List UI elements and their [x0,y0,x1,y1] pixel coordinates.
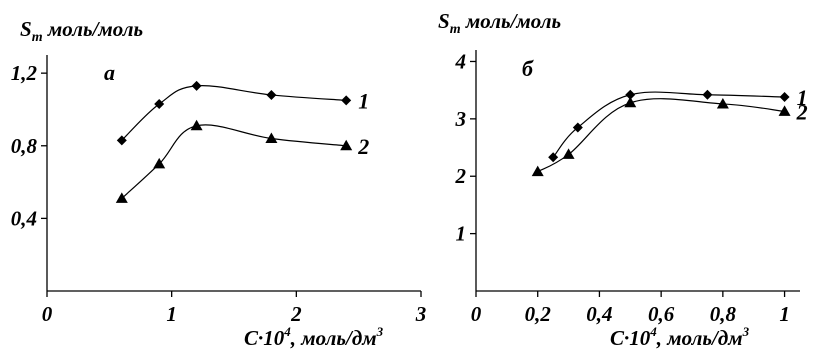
y-tick-label: 1 [456,222,467,246]
y-tick-label: 0,8 [11,134,38,158]
x-tick-label: 0 [42,302,53,326]
series-point-1 [572,122,583,133]
x-tick-label: 0,4 [586,302,612,326]
y-tick-label: 2 [455,164,467,188]
series-line-2 [537,98,785,173]
x-tick-label: 0,2 [525,302,552,326]
y-axis-label: Sm моль/моль [20,17,143,45]
series-point-1 [341,95,352,106]
series-point-1 [548,152,559,163]
series-label-1: 1 [797,85,808,110]
series-point-2 [153,157,166,169]
y-tick-label: 1,2 [11,61,38,85]
series-line-2 [121,124,347,199]
x-axis-label: C·104, моль/дм3 [244,324,384,350]
series-point-2 [778,105,791,116]
x-tick-label: 1 [779,302,790,326]
series-point-2 [115,192,128,203]
series-point-2 [562,148,575,159]
series-point-2 [340,139,353,151]
series-point-2 [531,165,544,177]
series-line-1 [121,85,347,141]
series-point-2 [190,119,203,131]
chart-panel-a: 0,4 0,8 1,2 0 1 2 3 Sm моль/моль C·104, моль/дм3… [11,17,427,350]
x-tick-label: 0,6 [648,302,675,326]
series-point-2 [716,97,729,109]
panel-label: a [104,60,115,85]
y-tick-label: 4 [455,49,467,73]
series-label-2: 2 [357,134,369,159]
x-tick-label: 3 [415,302,427,326]
series-point-1 [154,99,165,110]
y-tick-label: 0,4 [11,206,37,230]
series-label-2: 2 [796,99,808,124]
x-tick-label: 0 [471,302,482,326]
series-point-1 [191,80,202,91]
y-tick-label: 3 [455,107,467,131]
x-tick-label: 2 [290,302,302,326]
series-point-1 [779,92,790,103]
series-point-1 [266,89,277,100]
series-point-2 [265,132,278,144]
series-point-1 [702,89,713,100]
x-axis-label: C·104, моль/дм3 [610,324,750,350]
series-point-1 [625,89,636,100]
series-line-1 [552,91,785,158]
series-point-1 [116,135,127,146]
x-tick-label: 1 [166,302,177,326]
series-label-1: 1 [358,88,369,113]
series-point-2 [624,96,637,108]
x-tick-label: 0,8 [710,302,737,326]
panel-label: б [522,56,534,81]
y-axis-label: Sm моль/моль [438,9,561,37]
